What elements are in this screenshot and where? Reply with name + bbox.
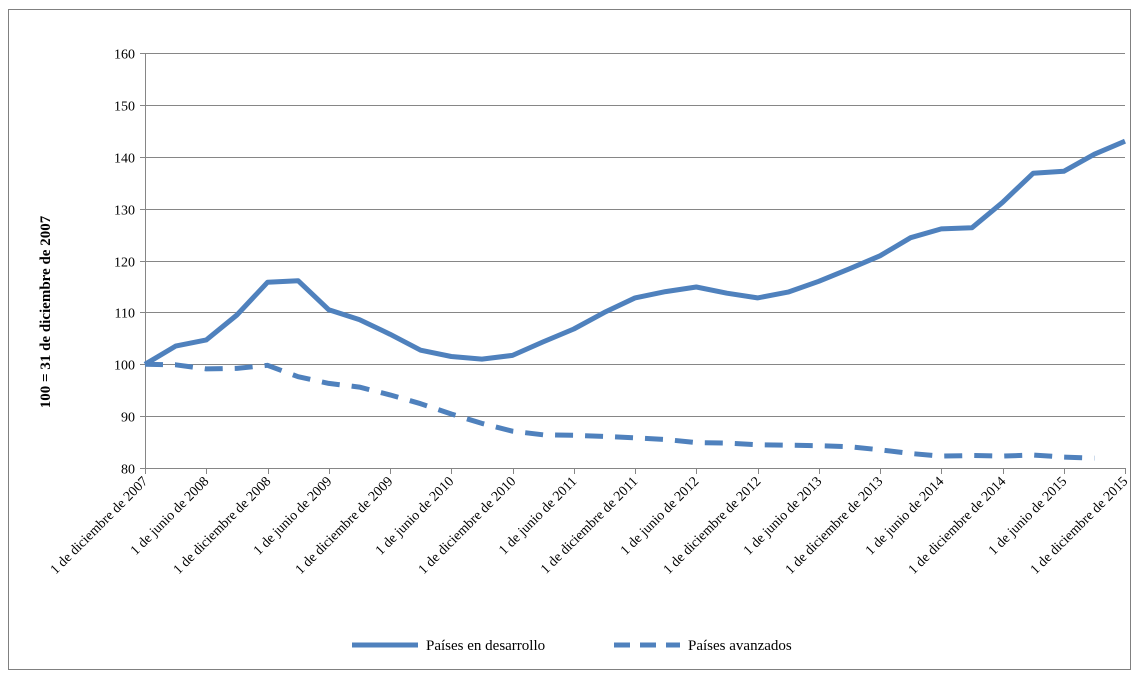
y-tick-label: 120 bbox=[114, 256, 135, 271]
y-axis-title: 100 = 31 de diciembre de 2007 bbox=[38, 215, 54, 408]
series-line-advanced bbox=[144, 361, 1095, 461]
legend-item-developing: Países en desarrollo bbox=[352, 638, 545, 654]
y-tick-label: 110 bbox=[115, 307, 135, 322]
chart-border bbox=[8, 9, 1131, 670]
legend-label-developing: Países en desarrollo bbox=[426, 638, 545, 654]
gridlines bbox=[145, 53, 1125, 417]
legend-item-advanced: Países avanzados bbox=[614, 638, 792, 654]
y-tick-label: 80 bbox=[121, 463, 135, 478]
series-lines bbox=[143, 138, 1126, 461]
legend: Países en desarrollo Países avanzados bbox=[352, 638, 792, 654]
y-tick-label: 100 bbox=[114, 359, 135, 374]
legend-label-advanced: Países avanzados bbox=[688, 638, 792, 654]
y-tick-label: 150 bbox=[114, 100, 135, 115]
y-axis-ticks: 80 90 100 110 120 130 140 150 160 bbox=[114, 48, 145, 478]
y-tick-label: 130 bbox=[114, 204, 135, 219]
y-tick-label: 140 bbox=[114, 152, 135, 167]
series-line-developing bbox=[143, 138, 1126, 367]
y-tick-label: 160 bbox=[114, 48, 135, 63]
y-tick-label: 90 bbox=[121, 411, 135, 426]
